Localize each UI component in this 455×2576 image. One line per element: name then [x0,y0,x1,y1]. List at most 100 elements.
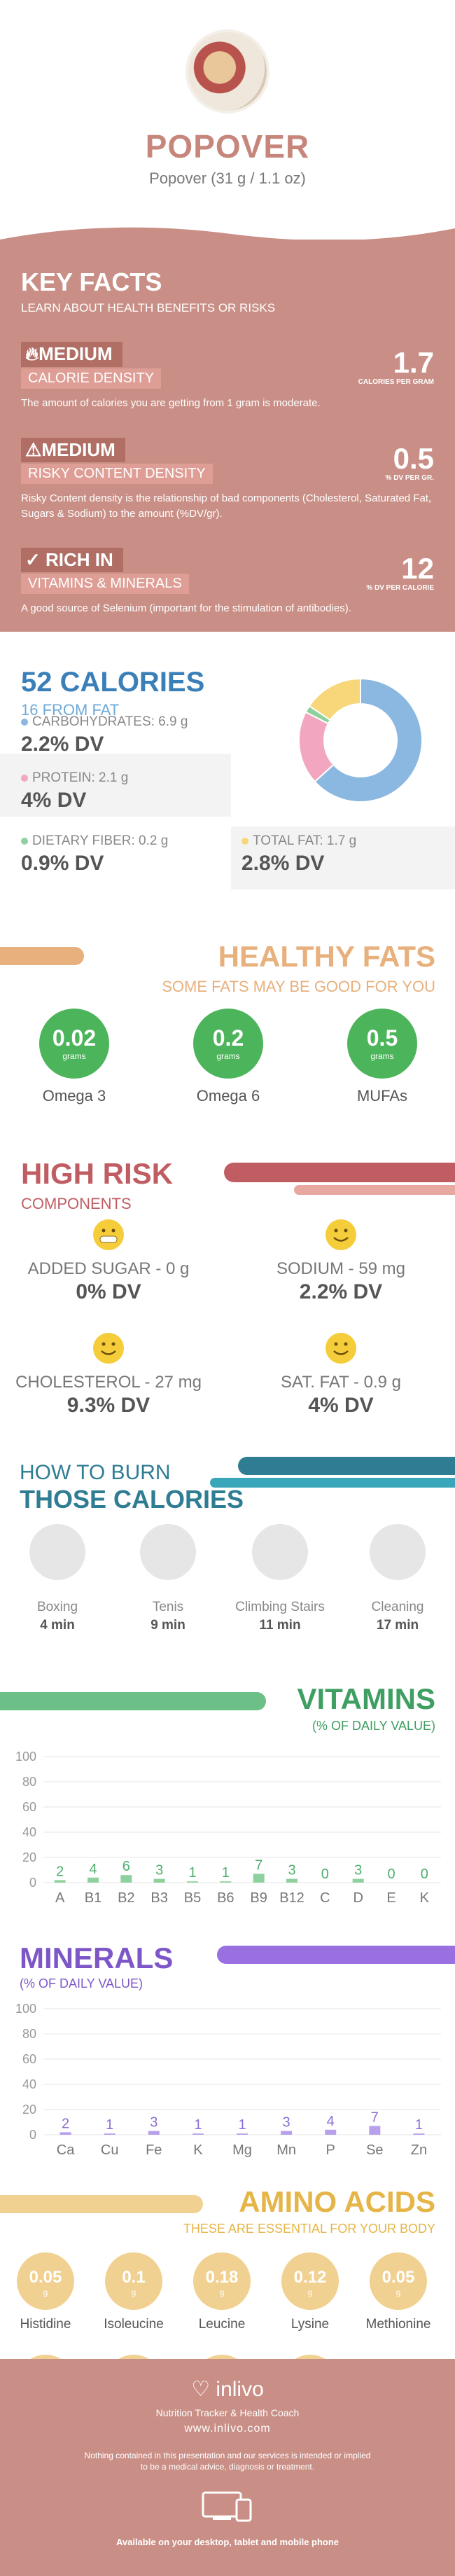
fact-label: VITAMINS & MINERALS [21,574,189,595]
omega3-value: 0.02 [52,1025,97,1051]
mineral-bar [192,2133,204,2135]
protein-dot [21,775,28,782]
decor-bar [238,1457,455,1475]
vitamin-category-label: B5 [184,1890,201,1906]
calories-title: 52 CALORIES [21,667,205,698]
amino-label: Isoleucine [104,2317,164,2332]
mineral-category-label: Se [366,2142,383,2158]
mineral-bar [413,2133,425,2135]
fact-level: MEDIUM [38,343,113,364]
omega3-label: Omega 3 [42,1087,106,1105]
amino-bubble: 0.05 g [370,2252,427,2310]
vitamin-ytick: 0 [29,1876,36,1890]
amino-label: Leucine [198,2317,246,2332]
vitamin-value-label: 2 [56,1864,64,1879]
vitamin-ytick: 60 [22,1800,36,1814]
fat-dv: 2.8% DV [241,852,325,875]
footer-tagline: Nutrition Tracker & Health Coach [155,2407,300,2418]
vitamin-bar [153,1878,165,1883]
hero-header: POPOVER Popover (31 g / 1.1 oz) [0,29,455,240]
key-facts-subtitle: LEARN ABOUT HEALTH BENEFITS OR RISKS [21,301,276,314]
burn-title-line1: HOW TO BURN [20,1461,171,1484]
mineral-category-label: Zn [411,2142,427,2158]
activity-minutes: 9 min [150,1618,186,1633]
vitamin-value-label: 7 [255,1857,262,1873]
amino-value: 0.05 [382,2268,415,2287]
activity-minutes: 11 min [259,1618,301,1633]
activity-label: Climbing Stairs [235,1600,325,1614]
mineral-category-label: Mg [232,2142,252,2158]
vitamins-subtitle: (% OF DAILY VALUE) [312,1719,435,1733]
vitamin-category-label: K [420,1890,430,1906]
mineral-ytick: 100 [15,2002,36,2016]
macro-donut-chart [298,677,423,803]
stairs-icon [252,1524,308,1580]
omega6-value: 0.2 [212,1025,244,1051]
fact-label: RISKY CONTENT DENSITY [21,463,213,484]
vitamins-section: VITAMINS (% OF DAILY VALUE) 0 20 40 60 80 100… [0,1675,455,1927]
decor-bar [224,1163,455,1182]
donut-slice-fat [308,677,361,721]
activity-label: Tenis [152,1600,184,1614]
activity-label: Boxing [36,1600,78,1614]
activity-minutes: 17 min [376,1618,419,1633]
vitamin-value-label: 0 [421,1867,428,1882]
mineral-value-label: 1 [106,2117,113,2133]
fat-band [231,826,455,889]
cleaning-icon [370,1524,426,1580]
amino-value: 0.12 [293,2268,327,2287]
vitamin-bar [120,1875,132,1883]
carbs-dot [21,719,28,726]
mufa-bubble: 0.5 grams [347,1009,417,1079]
high-risk-title: HIGH RISK [21,1157,174,1190]
fact-description: A good source of Selenium (important for… [21,602,351,615]
vitamin-category-label: B6 [217,1890,234,1906]
mineral-category-label: Mn [276,2142,296,2158]
vitamin-value-label: 3 [288,1863,295,1878]
vitamin-ytick: 80 [22,1775,36,1789]
vitamin-category-label: A [55,1890,65,1906]
carbs-row: CARBOHYDRATES: 6.9 g 2.2% DV [21,714,188,756]
fiber-dv: 0.9% DV [21,852,104,875]
footer: ♡ inlivo Nutrition Tracker & Health Coac… [0,2359,455,2576]
fact-unit: % DV PER CALORIE [366,584,434,593]
fact-calorie-density: 🔥︎MEDIUM CALORIE DENSITY 1.7 CALORIES PE… [21,342,434,411]
amino-label: Methionine [365,2317,431,2332]
footer-url[interactable]: www.inlivo.com [184,2423,271,2435]
key-facts-title: KEY FACTS [21,268,162,296]
vitamin-category-label: E [386,1890,396,1906]
omega3-bubble: 0.02 grams [39,1009,109,1079]
healthy-fats-title: HEALTHY FATS [218,940,435,973]
mineral-category-label: Ca [57,2142,75,2158]
fat-label: TOTAL FAT: 1.7 g [253,833,357,848]
mineral-category-label: Fe [146,2142,162,2158]
vitamin-value-label: 3 [354,1863,362,1878]
mineral-value-label: 3 [283,2115,290,2131]
decor-bar [0,2195,203,2213]
vitamin-bar [286,1878,298,1883]
fact-label: CALORIE DENSITY [21,368,162,389]
activity-label: Cleaning [371,1600,424,1614]
added-sugar-dv: 0% DV [76,1280,141,1303]
minerals-section: MINERALS (% OF DAILY VALUE) 0 20 40 60 80 100… [0,1927,455,2177]
tennis-icon [140,1524,196,1580]
fiber-dot [21,838,28,845]
mineral-ytick: 0 [29,2128,36,2142]
sat-fat-label: SAT. FAT - 0.9 g [280,1373,402,1392]
vitamin-bar [352,1878,364,1883]
check-icon: ✓ [25,549,46,571]
amino-value: 0.05 [29,2268,62,2287]
vitamin-ytick: 40 [22,1825,36,1839]
amino-bubble: 0.05 g [17,2252,74,2310]
mineral-bar [148,2131,160,2135]
burn-calories-section: HOW TO BURN THOSE CALORIES Boxing 4 min … [0,1444,455,1675]
heart-icon: ♡ [191,2378,216,2401]
decor-bar [217,1946,455,1964]
fat-row: TOTAL FAT: 1.7 g 2.8% DV [241,833,356,875]
high-risk-section: HIGH RISK COMPONENTS ADDED SUGAR - 0 g 0… [0,1136,455,1444]
omega6-label: Omega 6 [196,1087,260,1105]
healthy-fats-subtitle: SOME FATS MAY BE GOOD FOR YOU [162,978,435,995]
wave-divider [0,227,455,247]
mineral-category-label: Cu [101,2142,119,2158]
mineral-value-label: 2 [62,2116,69,2131]
